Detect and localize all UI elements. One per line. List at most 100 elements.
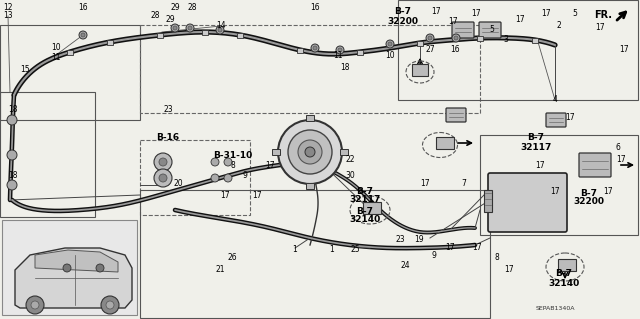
Text: 19: 19 <box>414 235 424 244</box>
Circle shape <box>336 46 344 54</box>
Polygon shape <box>15 248 132 308</box>
Bar <box>477 36 483 41</box>
Circle shape <box>338 48 342 52</box>
Bar <box>306 115 314 121</box>
Text: 10: 10 <box>385 50 395 60</box>
Bar <box>480 135 638 235</box>
Text: 32117: 32117 <box>520 143 552 152</box>
Text: 17: 17 <box>445 243 455 253</box>
Text: 29: 29 <box>165 16 175 25</box>
Text: 23: 23 <box>395 235 405 244</box>
Text: 14: 14 <box>216 21 226 31</box>
Text: 16: 16 <box>78 4 88 12</box>
Text: 26: 26 <box>227 254 237 263</box>
Text: 32117: 32117 <box>349 196 381 204</box>
Circle shape <box>79 31 87 39</box>
Text: 11: 11 <box>333 51 343 61</box>
Bar <box>67 50 73 55</box>
Text: B-7: B-7 <box>527 133 545 143</box>
Text: 17: 17 <box>616 155 626 165</box>
Circle shape <box>106 301 114 309</box>
Text: 17: 17 <box>603 188 613 197</box>
Circle shape <box>211 158 219 166</box>
Text: 17: 17 <box>252 190 262 199</box>
Bar <box>140 25 480 113</box>
Circle shape <box>63 264 71 272</box>
Text: FR.: FR. <box>594 10 612 20</box>
Circle shape <box>101 296 119 314</box>
Text: 32200: 32200 <box>387 17 419 26</box>
Circle shape <box>159 158 167 166</box>
Text: 6: 6 <box>616 143 620 152</box>
Bar <box>140 140 250 215</box>
Text: 18: 18 <box>8 170 18 180</box>
Circle shape <box>278 120 342 184</box>
Circle shape <box>452 34 460 42</box>
Text: 17: 17 <box>472 243 482 253</box>
Text: 32200: 32200 <box>573 197 605 206</box>
Bar <box>412 64 428 76</box>
Circle shape <box>154 169 172 187</box>
Text: 18: 18 <box>340 63 349 72</box>
Text: 17: 17 <box>265 160 275 169</box>
Text: B-7: B-7 <box>556 270 573 278</box>
Circle shape <box>96 264 104 272</box>
Circle shape <box>188 26 192 30</box>
Text: 11: 11 <box>51 53 61 62</box>
Text: 17: 17 <box>515 16 525 25</box>
Circle shape <box>218 28 222 32</box>
Text: 7: 7 <box>461 179 467 188</box>
Text: 17: 17 <box>420 179 430 188</box>
Text: 17: 17 <box>595 24 605 33</box>
Text: B-7: B-7 <box>580 189 598 197</box>
Bar <box>558 259 576 271</box>
Circle shape <box>31 301 39 309</box>
Circle shape <box>186 24 194 32</box>
Bar <box>484 190 492 212</box>
Text: 9: 9 <box>431 250 436 259</box>
Circle shape <box>216 26 224 34</box>
Bar <box>532 38 538 43</box>
FancyBboxPatch shape <box>446 108 466 122</box>
Text: 5: 5 <box>573 10 577 19</box>
Bar <box>202 30 208 35</box>
Text: 17: 17 <box>448 18 458 26</box>
Text: 17: 17 <box>565 113 575 122</box>
Circle shape <box>386 40 394 48</box>
Bar <box>2 220 137 315</box>
Text: B-7: B-7 <box>356 206 374 216</box>
Text: 1: 1 <box>330 246 334 255</box>
Circle shape <box>388 42 392 46</box>
Circle shape <box>288 130 332 174</box>
FancyBboxPatch shape <box>546 113 566 127</box>
Circle shape <box>7 180 17 190</box>
Text: 28: 28 <box>188 4 196 12</box>
FancyBboxPatch shape <box>479 22 501 38</box>
Text: 10: 10 <box>51 43 61 53</box>
Circle shape <box>7 115 17 125</box>
Text: 23: 23 <box>163 106 173 115</box>
Circle shape <box>298 140 322 164</box>
Bar <box>140 190 490 318</box>
Circle shape <box>313 46 317 50</box>
Bar <box>0 92 95 217</box>
Text: B-31-10: B-31-10 <box>213 151 253 160</box>
Bar <box>398 0 638 100</box>
Text: 21: 21 <box>215 265 225 275</box>
Bar <box>0 25 140 120</box>
FancyBboxPatch shape <box>579 153 611 177</box>
Text: 8: 8 <box>230 160 236 169</box>
Text: 30: 30 <box>345 170 355 180</box>
FancyBboxPatch shape <box>452 22 474 38</box>
Text: 27: 27 <box>425 46 435 55</box>
Circle shape <box>159 174 167 182</box>
Bar <box>237 33 243 38</box>
Circle shape <box>224 158 232 166</box>
Text: 13: 13 <box>3 11 13 20</box>
Text: 17: 17 <box>535 160 545 169</box>
Circle shape <box>81 33 85 37</box>
Text: 17: 17 <box>220 190 230 199</box>
Text: SEPAB1340A: SEPAB1340A <box>535 306 575 310</box>
Circle shape <box>173 26 177 30</box>
Text: 5: 5 <box>490 26 495 34</box>
